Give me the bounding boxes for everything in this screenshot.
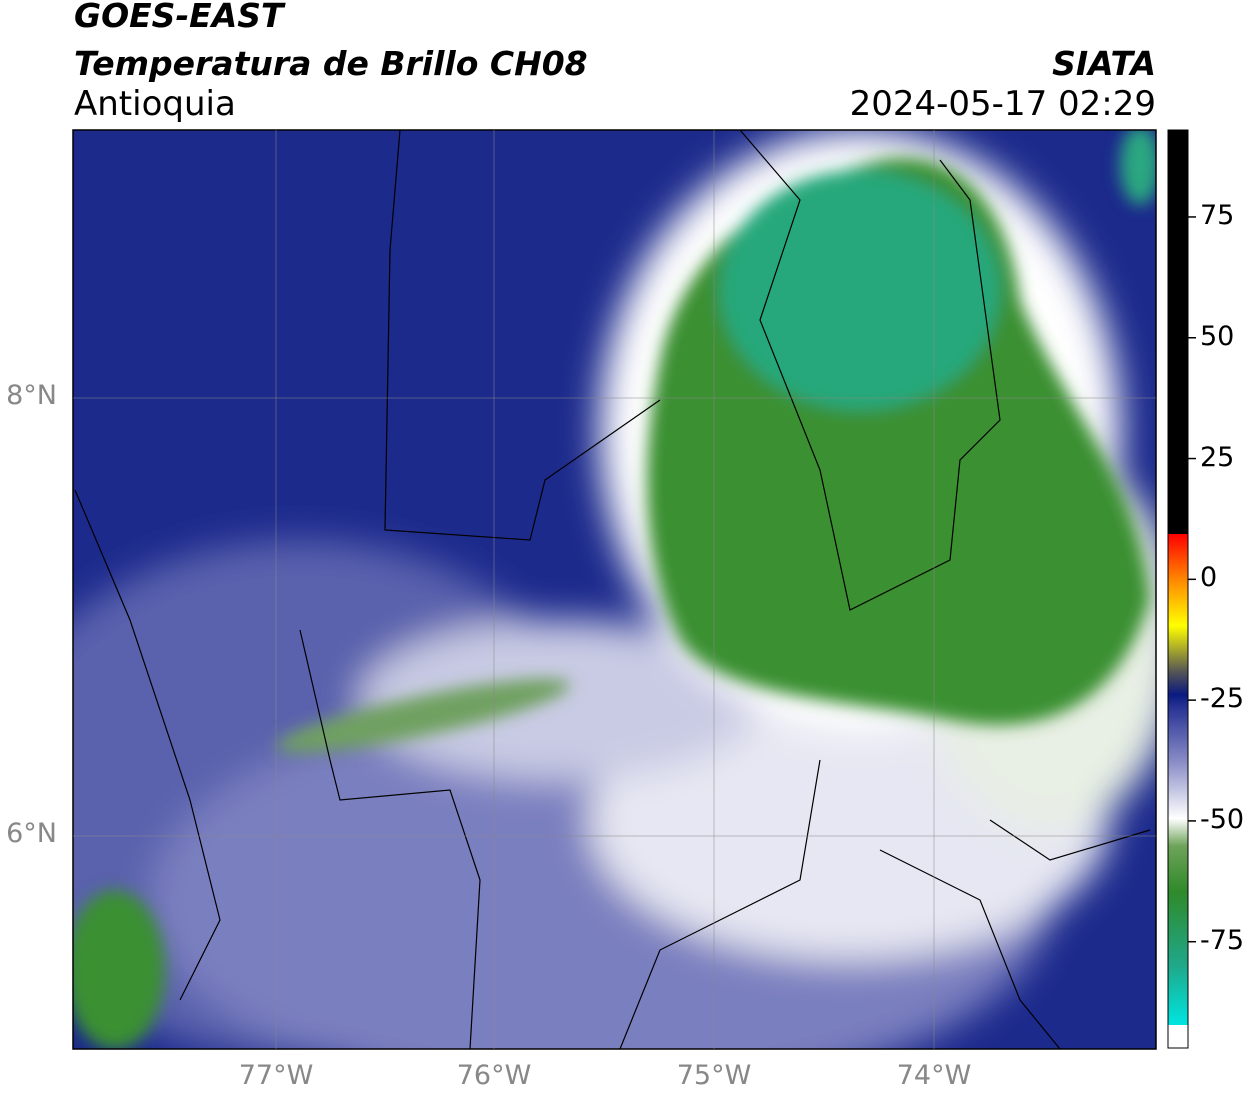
source: SIATA (1052, 44, 1156, 83)
colorbar-tick-label: 0 (1200, 562, 1218, 594)
lon-label: 75°W (676, 1060, 752, 1091)
subtitle: Temperatura de Brillo CH08 (74, 44, 588, 83)
lon-label: 76°W (456, 1060, 532, 1091)
colorbar-tick-label: -75 (1200, 924, 1245, 956)
satellite-image (73, 130, 1156, 1049)
lat-label: 6°N (6, 818, 57, 849)
lat-label: 8°N (6, 380, 57, 411)
map-frame (72, 129, 1157, 1050)
borders (74, 130, 1151, 1049)
colorbar-tick-label: -50 (1200, 803, 1245, 835)
lon-label: 74°W (896, 1060, 972, 1091)
datetime: 2024-05-17 02:29 (849, 84, 1156, 124)
region: Antioquia (74, 84, 236, 124)
lon-label: 77°W (238, 1060, 314, 1091)
title: GOES-EAST (74, 0, 284, 35)
colorbar (1167, 129, 1189, 1049)
colorbar-tick-label: 50 (1200, 320, 1235, 352)
colorbar-tick-label: -25 (1200, 683, 1245, 715)
colorbar-tick-label: 75 (1200, 199, 1235, 231)
colorbar-tick-label: 25 (1200, 441, 1235, 473)
